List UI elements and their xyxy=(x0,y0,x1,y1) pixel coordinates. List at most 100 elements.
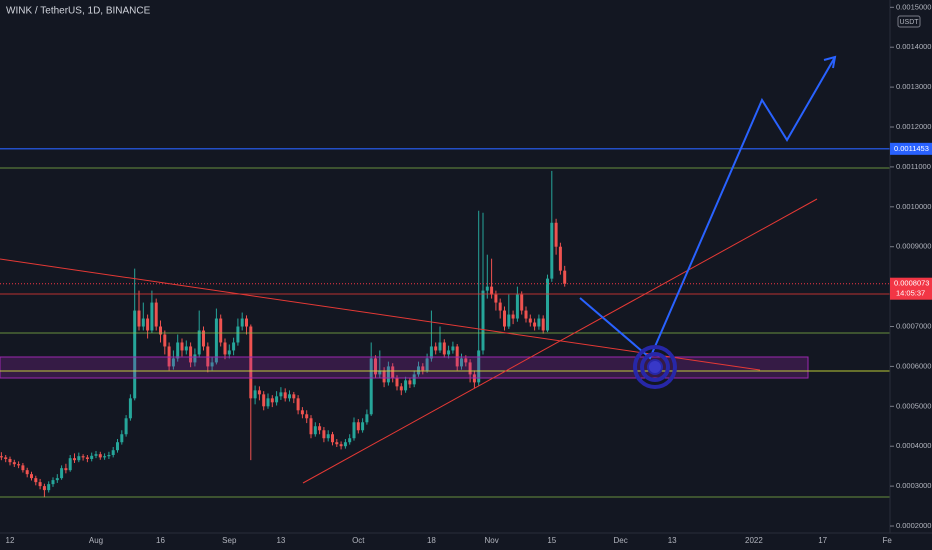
candle-body xyxy=(262,394,266,407)
candle-body xyxy=(55,478,59,481)
candle-body xyxy=(554,222,558,247)
candle-body xyxy=(404,380,408,391)
drawings xyxy=(0,55,890,498)
candle-body xyxy=(206,346,210,367)
candle-body xyxy=(464,358,468,363)
candle-body xyxy=(120,434,124,443)
candle-body xyxy=(331,434,334,443)
projection-path xyxy=(579,56,836,360)
candle-body xyxy=(391,366,395,379)
candle-body xyxy=(546,278,549,331)
candle-body xyxy=(335,442,339,445)
candle-body xyxy=(184,346,188,351)
x-tick-label: Oct xyxy=(352,536,365,545)
candle-body xyxy=(537,318,541,327)
candle-body xyxy=(399,386,403,391)
target-center xyxy=(647,359,663,375)
candle-body xyxy=(305,414,309,419)
chart-title: WINK / TetherUS, 1D, BINANCE xyxy=(6,6,151,17)
candle-body xyxy=(176,342,180,359)
candle-body xyxy=(116,442,119,451)
candle-body xyxy=(240,318,244,327)
candle-body xyxy=(481,290,485,351)
candle-body xyxy=(283,392,287,399)
candle-body xyxy=(193,354,197,363)
candle-body xyxy=(98,454,102,458)
trend-line xyxy=(302,198,818,484)
candle-body xyxy=(38,482,42,487)
y-tick-label: 0.0002000 xyxy=(896,521,931,530)
candle-body xyxy=(563,270,567,284)
candle-body xyxy=(68,458,72,471)
candle-body xyxy=(361,422,365,431)
candle-body xyxy=(266,398,270,407)
candle-body xyxy=(223,342,227,355)
candle-body xyxy=(288,394,291,399)
candle-body xyxy=(159,326,162,335)
candle-body xyxy=(300,410,304,415)
candle-body xyxy=(541,318,545,331)
candle-body xyxy=(309,418,313,435)
candle-body xyxy=(167,346,171,367)
candle-body xyxy=(447,350,451,355)
price-axis xyxy=(890,0,932,550)
candle-body xyxy=(365,414,369,423)
candle-body xyxy=(421,366,425,371)
candle-body xyxy=(90,455,94,459)
candle-body xyxy=(236,326,240,343)
candle-body xyxy=(0,456,3,458)
candle-body xyxy=(438,342,442,351)
y-tick-label: 0.0011000 xyxy=(896,162,931,171)
candle-body xyxy=(150,302,154,331)
candle-body xyxy=(30,474,33,479)
candle-body xyxy=(460,358,463,367)
candle-body xyxy=(103,456,107,458)
target-ring xyxy=(633,345,677,389)
candle-body xyxy=(137,310,141,327)
y-tick-label: 0.0015000 xyxy=(896,2,931,11)
candle-body xyxy=(8,458,12,463)
x-tick-label: 13 xyxy=(668,536,677,545)
alert-label-box xyxy=(890,142,932,155)
candle-body xyxy=(146,318,150,331)
candle-body xyxy=(141,318,145,327)
candle-body xyxy=(429,346,433,359)
y-tick-label: 0.0004000 xyxy=(896,441,931,450)
candle-body xyxy=(21,465,25,471)
x-tick-label: Aug xyxy=(89,536,103,545)
candle-body xyxy=(163,334,167,347)
candle-body xyxy=(257,390,261,395)
candle-body xyxy=(34,478,38,483)
candle-body xyxy=(352,422,356,439)
candle-body xyxy=(214,318,218,363)
candle-body xyxy=(64,468,68,471)
zone xyxy=(0,356,809,379)
candle-body xyxy=(279,392,283,397)
candle-body xyxy=(515,294,519,319)
x-tick-label: Fe xyxy=(883,536,893,545)
target-ring xyxy=(640,352,670,382)
candle-body xyxy=(4,457,8,459)
candle-body xyxy=(343,442,347,447)
candle-body xyxy=(382,370,386,383)
candle-body xyxy=(490,286,494,295)
x-tick-label: 2022 xyxy=(745,536,763,545)
y-tick-label: 0.0006000 xyxy=(896,361,931,370)
candle-body xyxy=(47,484,51,491)
candle-body xyxy=(227,350,231,355)
arrow-head xyxy=(823,55,837,69)
candle-body xyxy=(245,318,248,327)
x-tick-label: Nov xyxy=(484,536,498,545)
candle-body xyxy=(275,396,279,403)
candle-body xyxy=(412,374,416,385)
x-tick-label: Dec xyxy=(613,536,627,545)
candle-body xyxy=(498,302,502,311)
candle-body xyxy=(296,398,300,411)
candle-body xyxy=(528,318,532,323)
time-axis xyxy=(0,533,932,550)
candle-body xyxy=(369,358,373,415)
candle-body xyxy=(17,464,21,466)
candle-body xyxy=(77,456,81,461)
x-tick-label: Sep xyxy=(222,536,237,545)
